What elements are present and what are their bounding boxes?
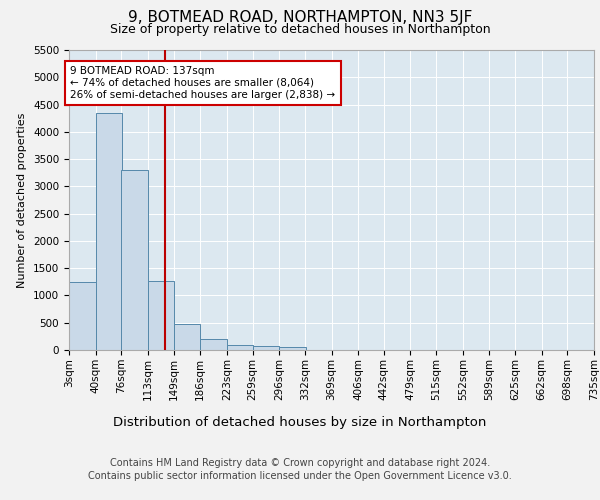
Text: 9, BOTMEAD ROAD, NORTHAMPTON, NN3 5JF: 9, BOTMEAD ROAD, NORTHAMPTON, NN3 5JF — [128, 10, 472, 25]
Text: 9 BOTMEAD ROAD: 137sqm
← 74% of detached houses are smaller (8,064)
26% of semi-: 9 BOTMEAD ROAD: 137sqm ← 74% of detached… — [70, 66, 335, 100]
Text: Size of property relative to detached houses in Northampton: Size of property relative to detached ho… — [110, 23, 490, 36]
Bar — [200, 339, 227, 350]
Text: Contains HM Land Registry data © Crown copyright and database right 2024.: Contains HM Land Registry data © Crown c… — [110, 458, 490, 468]
Bar — [69, 282, 95, 350]
Text: Contains public sector information licensed under the Open Government Licence v3: Contains public sector information licen… — [88, 471, 512, 481]
Text: Distribution of detached houses by size in Northampton: Distribution of detached houses by size … — [113, 416, 487, 429]
Bar — [253, 346, 279, 350]
Bar — [174, 324, 200, 350]
Y-axis label: Number of detached properties: Number of detached properties — [17, 112, 28, 288]
Bar — [121, 170, 148, 350]
Bar — [95, 112, 122, 350]
Bar — [279, 347, 305, 350]
Bar — [148, 282, 175, 350]
Bar — [227, 344, 253, 350]
